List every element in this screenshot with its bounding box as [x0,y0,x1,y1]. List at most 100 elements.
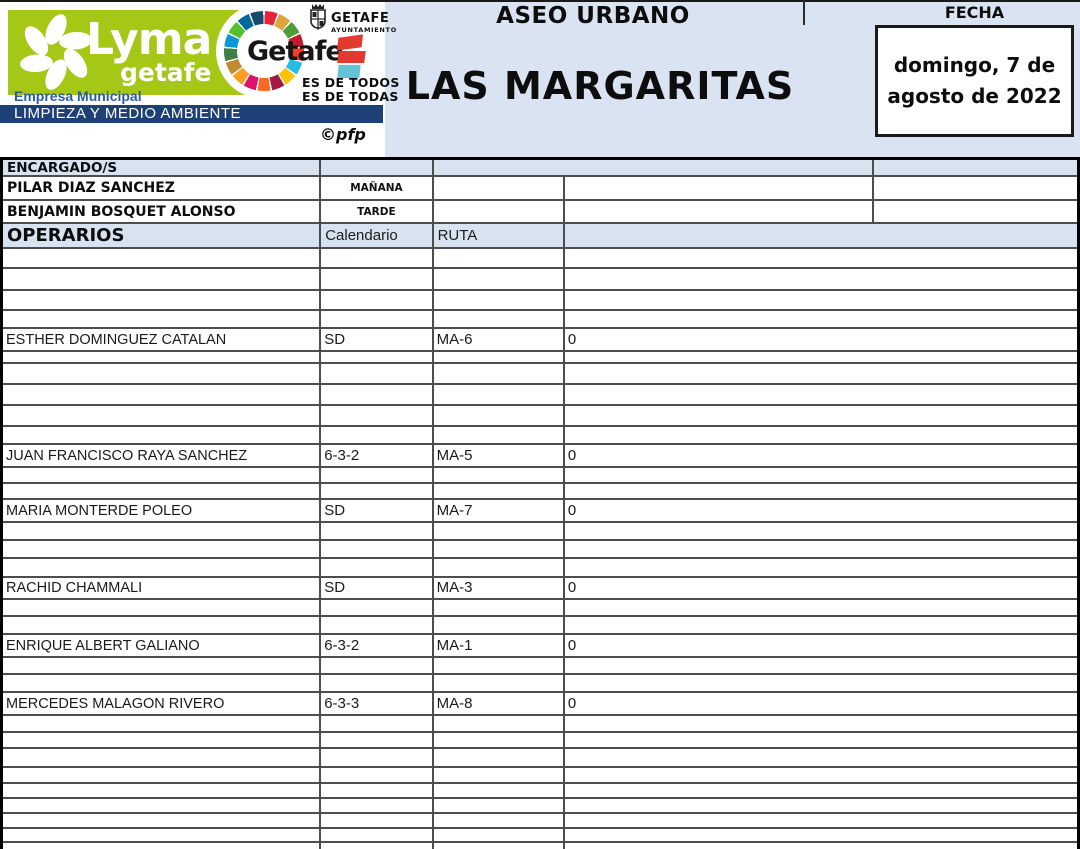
empty-row [3,675,1077,693]
empty-cell [565,269,1077,289]
empty-cell [434,843,565,849]
empty-cell [3,427,322,443]
empty-cell [3,749,322,766]
empty-cell [3,541,322,557]
date-line1: domingo, 7 de [893,53,1056,77]
getafe-city-text: GETAFE [331,11,390,26]
getafe-tagline: ES DE TODOS ES DE TODAS [302,76,400,104]
calendario-cell: SD [321,578,434,598]
operario-row: ENRIQUE ALBERT GALIANO 6-3-2 MA-1 0 [3,635,1077,658]
empty-cell [321,523,434,539]
empty-cell [565,541,1077,557]
empty-cell [565,311,1077,327]
empty-cell [565,784,1077,797]
page-title: ASEO URBANO [496,3,690,29]
empty-row [3,484,1077,500]
operarios-section-label: OPERARIOS [3,224,322,247]
encargado-row: PILAR DIAZ SANCHEZ MAÑANA [3,177,1077,201]
operario-name-cell: MARIA MONTERDE POLEO [3,500,322,521]
calendario-cell: 6-3-3 [321,693,434,714]
empty-row [3,716,1077,733]
empty-cell [321,559,434,576]
header-band: Lyma getafe Empresa Municipal LIMPIEZA Y… [0,0,1080,157]
empty-row [3,427,1077,445]
empty-row [3,385,1077,406]
empty-row [3,658,1077,675]
ruta-cell: MA-7 [434,500,565,521]
empty-cell [565,600,1077,615]
empty-cell [321,675,434,691]
empty-cell [3,829,322,841]
ayuntamiento-text: AYUNTAMIENTO [331,26,397,34]
lyma-logo: Lyma getafe [8,10,254,95]
empty-cell [3,814,322,827]
empty-cell [565,406,1077,425]
empty-cell [3,269,322,289]
operario-row: ESTHER DOMINGUEZ CATALAN SD MA-6 0 [3,329,1077,352]
empty-cell [3,291,322,309]
empty-cell [321,160,434,175]
empty-cell [3,249,322,267]
empty-cell [434,311,565,327]
empty-cell [434,814,565,827]
empty-cell [3,843,322,849]
empty-cell [3,799,322,812]
empty-cell [434,484,565,498]
empty-cell [874,177,1077,199]
ruta-cell: MA-8 [434,693,565,714]
ayuntamiento-crest-icon [310,4,326,30]
empty-cell [3,675,322,691]
valor-cell: 0 [567,331,577,348]
empty-cell [434,675,565,691]
valor-cell: 0 [567,579,577,596]
empty-cell [565,675,1077,691]
ruta-cell: MA-3 [434,578,565,598]
calendario-cell: SD [321,500,434,521]
empty-row [3,559,1077,578]
empty-cell [321,385,434,404]
empty-cell [3,716,322,731]
empty-cell [434,768,565,782]
empty-cell [434,829,565,841]
empty-cell [321,352,434,362]
empty-cell [565,559,1077,576]
empty-row [3,311,1077,329]
empty-cell [434,249,565,267]
schedule-table: ENCARGADO/S PILAR DIAZ SANCHEZ MAÑANA BE… [0,157,1080,849]
empty-cell [3,523,322,539]
fecha-label: FECHA [944,3,1005,22]
empty-cell [321,799,434,812]
empty-cell [565,352,1077,362]
empty-cell [434,749,565,766]
empty-row [3,291,1077,311]
calendario-cell: 6-3-2 [321,635,434,656]
empty-cell [434,658,565,673]
empty-row [3,269,1077,291]
empty-cell [565,814,1077,827]
empty-cell [565,427,1077,443]
operarios-header-row: OPERARIOS Calendario RUTA [3,224,1077,249]
sdg-wheel-icon [224,11,304,91]
empty-cell [565,799,1077,812]
empty-cell [3,385,322,404]
empty-cell [3,600,322,615]
empty-cell [321,541,434,557]
empty-row [3,784,1077,799]
empty-row [3,468,1077,484]
pfp-credit: ©pfp [320,125,366,144]
empty-cell [565,829,1077,841]
getafe-logo-text: Getafe [247,36,344,67]
empty-cell [434,799,565,812]
encargado-row: BENJAMIN BOSQUET ALONSO TARDE [3,201,1077,224]
brush-red-2 [337,51,366,63]
shift-cell: MAÑANA [321,177,434,199]
empty-cell [321,658,434,673]
top-border [0,0,1080,2]
operario-row: JUAN FRANCISCO RAYA SANCHEZ 6-3-2 MA-5 0 [3,445,1077,468]
operario-row: RACHID CHAMMALI SD MA-3 0 [3,578,1077,600]
operario-name-cell: MERCEDES MALAGON RIVERO [3,693,322,714]
empty-cell [565,291,1077,309]
empty-cell [434,406,565,425]
lyma-brand-text: Lyma [86,14,212,65]
